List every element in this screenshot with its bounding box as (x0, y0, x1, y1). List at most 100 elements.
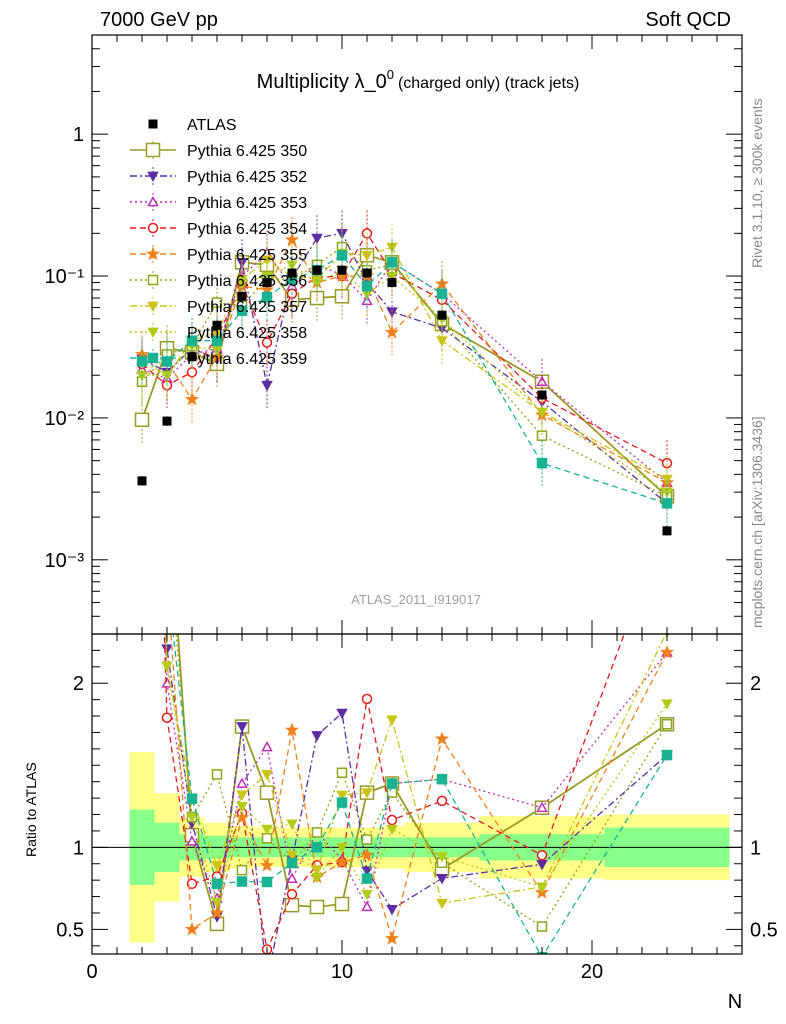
series-5-ratio-point (384, 930, 400, 945)
series-5-ratio-point (359, 847, 375, 862)
series-8-ratio-point (236, 801, 248, 813)
series-2-ratio-point (311, 731, 323, 742)
legend-marker (147, 171, 159, 183)
series-9-ratio-line (172, 634, 668, 954)
series-8-ratio-point (436, 852, 448, 863)
y-tick-label: 10⁻³ (45, 550, 85, 572)
legend-label: Pythia 6.425 359 (187, 351, 307, 368)
legend-label: ATLAS (187, 117, 237, 134)
series-5-ratio-line (170, 634, 668, 941)
series-8-ratio-point (311, 872, 323, 884)
ratio-y-tick-label-right: 2 (750, 673, 761, 695)
series-7-ratio-point (386, 715, 398, 726)
legend-marker (148, 119, 158, 129)
series-3-ratio-point (261, 741, 273, 752)
series-8-ratio-point (386, 824, 398, 836)
series-8-ratio-point (661, 699, 673, 710)
series-6-ratio-point (336, 767, 348, 778)
series-3-point (536, 375, 548, 387)
ratio-y-tick-label-right: 0.5 (750, 919, 778, 941)
series-2-point (311, 233, 323, 245)
legend-label: Pythia 6.425 355 (187, 247, 307, 264)
atlas-point (212, 320, 222, 330)
series-5-line (141, 238, 668, 484)
series-8-ratio-point (361, 889, 373, 901)
series-7-ratio-line (165, 634, 667, 904)
series-9-ratio-point (211, 878, 223, 890)
series-2-ratio-point (436, 873, 448, 885)
mc-series (134, 96, 675, 954)
series-7-point (261, 255, 273, 266)
legend-marker (147, 195, 159, 207)
x-tick-label: 20 (581, 961, 603, 983)
series-2-ratio-point (236, 722, 248, 733)
series-8-ratio-point (286, 819, 298, 830)
series-7-ratio-point (361, 788, 373, 799)
series-1-ratio-point (136, 563, 149, 576)
series-6-ratio-point (361, 834, 373, 845)
series-6-ratio-point (138, 186, 147, 195)
series-6-ratio-point (211, 769, 223, 780)
atlas-point (337, 265, 347, 275)
y-tick-label: 1 (73, 124, 84, 146)
chart-title-main: Multiplicity λ_0 (257, 71, 387, 93)
ratio-y-tick-label: 2 (73, 673, 84, 695)
series-6-ratio-point (661, 719, 673, 730)
series-8-point (236, 278, 248, 289)
series-7-ratio-point (236, 790, 248, 801)
series-5-ratio-point (659, 644, 675, 659)
series-9-ratio-point (436, 773, 448, 785)
legend-marker (147, 352, 159, 364)
legend-marker (145, 142, 161, 158)
series-9-point (211, 335, 223, 346)
series-4-point (261, 337, 273, 348)
series-8-ratio-point (211, 897, 223, 909)
series-9-point (161, 356, 173, 367)
series-3-ratio-line (164, 634, 668, 909)
legend-entry: ATLAS (148, 117, 237, 134)
legend-entry: Pythia 6.425 357 (130, 297, 307, 316)
atlas-point (237, 291, 247, 301)
atlas-point (437, 310, 447, 320)
series-4-ratio-point (386, 814, 398, 826)
series-8-point (536, 407, 548, 419)
series-8-ratio-point (138, 96, 147, 104)
atlas-point (287, 268, 297, 278)
series-9-ratio-point (311, 842, 323, 853)
series-1-point (134, 412, 150, 428)
legend-label: Pythia 6.425 357 (187, 299, 307, 316)
series-2-point (261, 380, 273, 392)
side-label-top: Rivet 3.1.10, ≥ 300k events (749, 98, 765, 268)
series-9-point (136, 356, 148, 367)
series-8-ratio-point (536, 882, 548, 893)
series-7-point (661, 474, 673, 486)
y-tick-label: 10⁻² (45, 408, 85, 430)
legend-label: Pythia 6.425 353 (187, 195, 307, 212)
ratio-y-tick-label: 0.5 (56, 919, 84, 941)
atlas-point (362, 268, 372, 278)
series-3-ratio-point (161, 677, 173, 688)
legend-marker (147, 274, 159, 286)
atlas-point (537, 390, 547, 400)
series-3-ratio-point (186, 835, 198, 846)
series-8-ratio-point (336, 842, 348, 854)
series-6-ratio-point (311, 827, 323, 838)
series-9-ratio-point (261, 876, 273, 888)
series-4-ratio-point (536, 850, 548, 861)
legend-entry: Pythia 6.425 353 (130, 193, 307, 212)
series-8-point (261, 271, 273, 283)
series-5-point (184, 391, 200, 406)
series-9-point (186, 335, 198, 346)
series-3-ratio-point (536, 801, 548, 813)
series-5-ratio-point (184, 921, 200, 936)
series-8-ratio-point (261, 824, 273, 836)
atlas-point (662, 526, 672, 536)
series-4-ratio-point (361, 693, 373, 705)
legend-entry: Pythia 6.425 355 (130, 245, 307, 264)
series-9-point (386, 257, 398, 268)
series-6-point (211, 297, 223, 308)
series-8-ratio-point (186, 812, 198, 823)
header-left: 7000 GeV pp (100, 9, 218, 31)
series-7-ratio-point (211, 861, 223, 872)
header-right: Soft QCD (645, 9, 731, 31)
